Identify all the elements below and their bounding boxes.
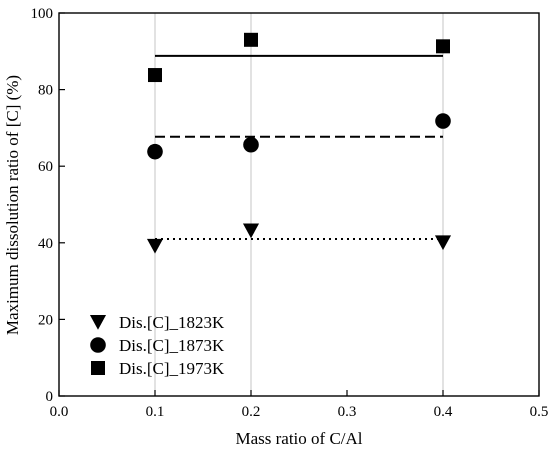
data-point: [146, 238, 164, 254]
y-tick-label: 0: [46, 389, 54, 405]
y-tick-label: 60: [38, 159, 53, 175]
axis-ticks: 0.0 0.1 0.2 0.3 0.4 0.5 0 20 40 60 80 100: [31, 6, 549, 420]
y-tick-label: 80: [38, 83, 53, 99]
y-tick-label: 40: [38, 236, 53, 252]
legend: Dis.[C]_1823K Dis.[C]_1873K Dis.[C]_1973K: [89, 313, 225, 378]
x-tick-label: 0.0: [50, 404, 69, 420]
legend-label: Dis.[C]_1973K: [119, 359, 225, 378]
legend-label: Dis.[C]_1873K: [119, 336, 225, 355]
data-markers: [146, 32, 452, 254]
data-point: [435, 113, 451, 129]
mean-lines: [155, 54, 443, 240]
data-point: [244, 32, 258, 47]
x-axis-label: Mass ratio of C/Al: [235, 429, 362, 448]
x-tick-label: 0.3: [338, 404, 357, 420]
legend-label: Dis.[C]_1823K: [119, 313, 225, 332]
data-point: [434, 235, 452, 251]
y-axis-label: Maximum dissolution ratio of [C] (%): [3, 75, 22, 335]
plot-frame: [58, 12, 540, 397]
legend-marker: [91, 361, 105, 375]
data-point: [436, 39, 450, 54]
data-point: [147, 143, 163, 160]
x-tick-label: 0.4: [434, 404, 453, 420]
x-tick-label: 0.2: [242, 404, 261, 420]
data-point: [242, 223, 260, 239]
y-tick-label: 20: [38, 312, 53, 328]
y-tick-label: 100: [31, 6, 54, 22]
data-point: [148, 68, 162, 83]
legend-marker: [90, 337, 106, 353]
legend-marker: [89, 315, 107, 330]
x-tick-label: 0.1: [146, 404, 165, 420]
data-point: [243, 136, 259, 153]
x-tick-label: 0.5: [530, 404, 549, 420]
